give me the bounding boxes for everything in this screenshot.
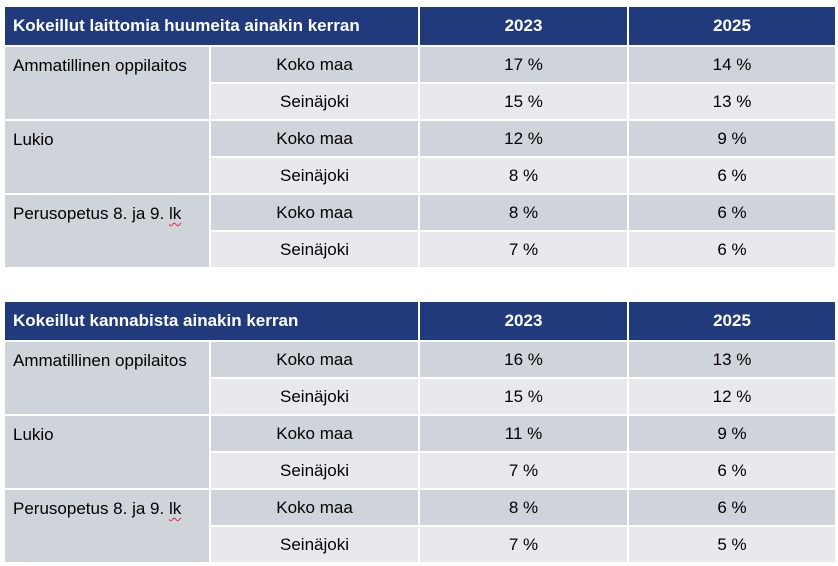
value-cell-2025: 9 % <box>627 414 838 453</box>
value-cell-2025: 6 % <box>627 156 838 195</box>
region-cell: Seinäjoki <box>208 377 421 416</box>
region-cell: Seinäjoki <box>208 156 421 195</box>
value-cell-2025: 9 % <box>627 119 838 158</box>
year-header-2025: 2025 <box>627 5 838 47</box>
value-cell-2023: 8 % <box>418 488 630 527</box>
table-row: Perusopetus 8. ja 9. lk Koko maa 8 % 6 % <box>3 488 838 564</box>
group-label-suffix: lk <box>168 499 182 518</box>
value-cell-2025: 6 % <box>627 193 838 232</box>
region-cell: Koko maa <box>208 193 421 232</box>
value-cell-2023: 7 % <box>418 451 630 490</box>
region-cell: Seinäjoki <box>208 451 421 490</box>
value-cell-2025: 12 % <box>627 377 838 416</box>
region-cell: Koko maa <box>208 340 421 379</box>
table-title: Kokeillut laittomia huumeita ainakin ker… <box>2 5 421 47</box>
table-cannabis: Kokeillut kannabista ainakin kerran 2023… <box>2 300 838 564</box>
table-row: Lukio Koko maa 11 % 9 % <box>3 414 838 490</box>
year-header-2023: 2023 <box>418 5 630 47</box>
value-cell-2023: 15 % <box>418 82 630 121</box>
table-row: Lukio Koko maa 12 % 9 % <box>3 119 838 195</box>
table-row: Seinäjoki 15 % 13 % <box>4 82 838 121</box>
group-label-main: Perusopetus 8. ja 9. <box>13 204 169 223</box>
value-cell-2025: 6 % <box>627 488 838 527</box>
table-row: Seinäjoki 15 % 12 % <box>4 377 838 416</box>
value-cell-2023: 7 % <box>418 230 630 269</box>
table-illegal-drugs: Kokeillut laittomia huumeita ainakin ker… <box>2 5 838 269</box>
value-cell-2025: 14 % <box>627 45 838 84</box>
group-label-suffix: lk <box>168 204 182 223</box>
group-label-upper-secondary: Lukio <box>3 414 211 490</box>
value-cell-2023: 8 % <box>418 193 630 232</box>
value-cell-2023: 11 % <box>418 414 630 453</box>
value-cell-2025: 13 % <box>627 340 838 379</box>
table-row: Seinäjoki 7 % 6 % <box>4 451 838 490</box>
table-header-row: Kokeillut kannabista ainakin kerran 2023… <box>2 300 838 342</box>
group-label-main: Perusopetus 8. ja 9. <box>13 499 169 518</box>
group-label-upper-secondary: Lukio <box>3 119 211 195</box>
year-header-2025: 2025 <box>627 300 838 342</box>
group-label-basic-education: Perusopetus 8. ja 9. lk <box>3 488 211 564</box>
region-cell: Seinäjoki <box>208 525 421 564</box>
value-cell-2023: 8 % <box>418 156 630 195</box>
group-label-vocational: Ammatillinen oppilaitos <box>3 340 211 416</box>
table-row: Perusopetus 8. ja 9. lk Koko maa 8 % 6 % <box>3 193 838 269</box>
value-cell-2023: 16 % <box>418 340 630 379</box>
value-cell-2023: 15 % <box>418 377 630 416</box>
value-cell-2023: 12 % <box>418 119 630 158</box>
region-cell: Koko maa <box>208 414 421 453</box>
value-cell-2023: 17 % <box>418 45 630 84</box>
value-cell-2023: 7 % <box>418 525 630 564</box>
region-cell: Seinäjoki <box>208 230 421 269</box>
table-row: Seinäjoki 7 % 5 % <box>4 525 838 564</box>
table-row: Seinäjoki 7 % 6 % <box>4 230 838 269</box>
region-cell: Koko maa <box>208 119 421 158</box>
year-header-2023: 2023 <box>418 300 630 342</box>
table-header-row: Kokeillut laittomia huumeita ainakin ker… <box>2 5 838 47</box>
table-row: Ammatillinen oppilaitos Koko maa 17 % 14… <box>3 45 838 121</box>
region-cell: Koko maa <box>208 488 421 527</box>
region-cell: Seinäjoki <box>208 82 421 121</box>
group-label-vocational: Ammatillinen oppilaitos <box>3 45 211 121</box>
region-cell: Koko maa <box>208 45 421 84</box>
value-cell-2025: 6 % <box>627 451 838 490</box>
value-cell-2025: 5 % <box>627 525 838 564</box>
group-label-basic-education: Perusopetus 8. ja 9. lk <box>3 193 211 269</box>
value-cell-2025: 6 % <box>627 230 838 269</box>
table-title: Kokeillut kannabista ainakin kerran <box>2 300 421 342</box>
table-row: Seinäjoki 8 % 6 % <box>4 156 838 195</box>
value-cell-2025: 13 % <box>627 82 838 121</box>
table-row: Ammatillinen oppilaitos Koko maa 16 % 13… <box>3 340 838 416</box>
